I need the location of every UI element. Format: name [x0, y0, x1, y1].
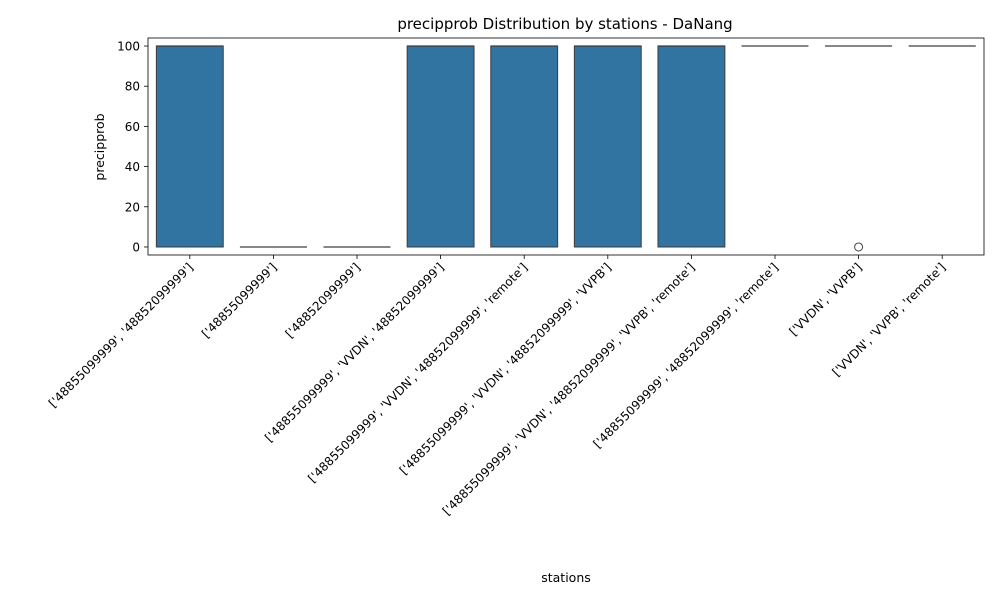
- y-axis-label: precipprob: [92, 113, 107, 180]
- plot-frame: [147, 37, 985, 256]
- x-axis: ['48855099999', '48852099999'] ['48855099…: [46, 255, 948, 518]
- box-group: [657, 45, 726, 248]
- x-tick-label: ['48855099999', '48852099999']: [46, 260, 196, 410]
- chart-title: precipprob Distribution by stations - Da…: [397, 15, 732, 33]
- box: [490, 45, 559, 248]
- x-tick-label: ['48855099999', '48852099999', 'remote']: [591, 260, 782, 451]
- x-tick-label: ['48852099999']: [283, 260, 364, 341]
- outlier-point: [854, 242, 864, 252]
- box-group: [406, 45, 475, 248]
- box-group: [573, 45, 642, 248]
- box: [406, 45, 475, 248]
- box-group: [825, 45, 893, 252]
- y-tick-label: 80: [125, 80, 140, 94]
- y-tick-label: 100: [117, 40, 140, 54]
- box: [155, 45, 224, 248]
- x-tick-label: ['48855099999', 'VVDN', '48852099999']: [262, 260, 447, 445]
- box-group: [155, 45, 224, 248]
- box-group: [490, 45, 559, 248]
- box: [657, 45, 726, 248]
- box: [573, 45, 642, 248]
- y-tick-label: 40: [125, 160, 140, 174]
- x-axis-label: stations: [541, 570, 591, 585]
- boxes-layer: [155, 45, 976, 252]
- x-tick-label: ['48855099999']: [199, 260, 280, 341]
- x-tick-label: ['VVDN', 'VVPB']: [786, 260, 864, 338]
- y-tick-label: 20: [125, 200, 140, 214]
- y-axis: 0 20 40 60 80 100: [117, 40, 148, 254]
- y-tick-label: 0: [132, 240, 140, 254]
- y-tick-label: 60: [125, 120, 140, 134]
